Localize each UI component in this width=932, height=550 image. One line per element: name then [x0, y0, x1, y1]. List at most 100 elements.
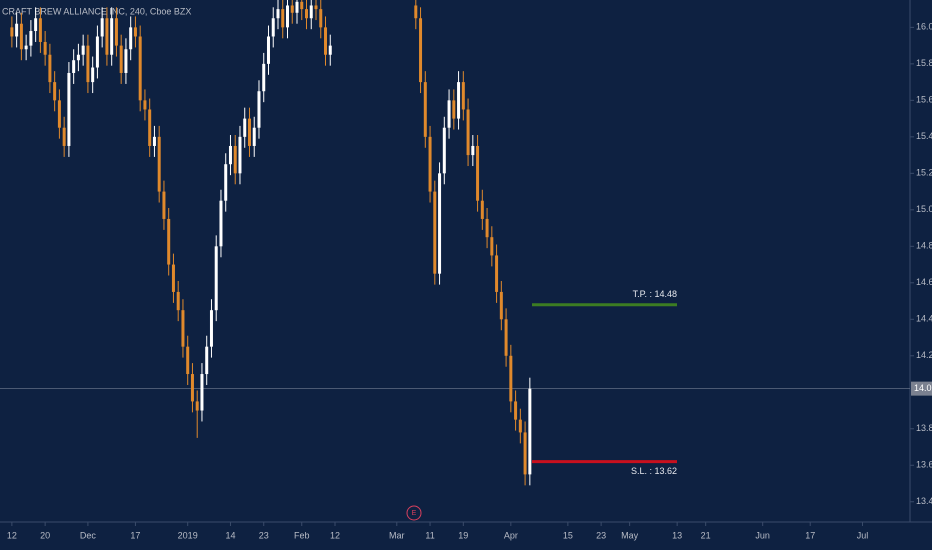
candle-body: [200, 374, 204, 411]
x-tick-label: Apr: [504, 530, 518, 540]
level-label: T.P. : 14.48: [633, 289, 677, 299]
candle-body: [305, 9, 309, 19]
candle-body: [24, 45, 28, 50]
candle-body: [34, 18, 38, 32]
candle-body: [252, 127, 256, 146]
x-tick-label: 14: [225, 530, 235, 540]
x-tick-label: 12: [7, 530, 17, 540]
candle-body: [414, 5, 418, 19]
x-tick-label: 21: [701, 530, 711, 540]
candle-body: [176, 291, 180, 311]
candle-body: [100, 18, 104, 37]
candle-body: [514, 401, 518, 420]
event-marker-label: E: [412, 510, 417, 517]
x-tick-label: May: [621, 530, 639, 540]
candle-body: [319, 9, 323, 28]
candle-body: [133, 27, 137, 37]
candle-body: [523, 432, 527, 475]
candle-body: [19, 23, 23, 50]
candle-body: [247, 118, 251, 146]
candle-body: [466, 109, 470, 156]
y-tick-label: 14.40: [916, 314, 932, 324]
candle-body: [43, 41, 47, 55]
candle-body: [72, 60, 76, 73]
candle-body: [309, 5, 313, 19]
candle-body: [157, 136, 161, 192]
candle-body: [290, 5, 294, 13]
candle-body: [452, 100, 456, 119]
candle-body: [457, 82, 461, 119]
x-tick-label: 17: [805, 530, 815, 540]
candle-body: [285, 5, 289, 28]
candle-body: [29, 31, 33, 46]
candle-body: [423, 82, 427, 137]
candle-body: [224, 164, 228, 201]
candle-body: [476, 145, 480, 201]
x-tick-label: Jul: [857, 530, 869, 540]
candle-body: [433, 191, 437, 274]
candle-body: [480, 200, 484, 219]
y-tick-label: 14.80: [916, 241, 932, 251]
candle-body: [95, 36, 99, 68]
x-tick-label: Feb: [294, 530, 310, 540]
candle-body: [518, 419, 522, 433]
candle-body: [10, 27, 14, 37]
candle-body: [495, 255, 499, 292]
candle-body: [48, 54, 52, 83]
candle-body: [314, 5, 318, 10]
x-tick-label: Mar: [389, 530, 405, 540]
x-tick-label: 13: [672, 530, 682, 540]
candle-body: [167, 218, 171, 265]
x-tick-label: 23: [596, 530, 606, 540]
x-tick-label: 11: [425, 530, 434, 540]
x-tick-label: 17: [130, 530, 140, 540]
candle-body: [110, 18, 114, 55]
candle-body: [300, 1, 304, 10]
candle-body: [281, 9, 285, 28]
candle-body: [209, 310, 213, 347]
y-tick-label: 15.80: [916, 58, 932, 68]
y-tick-label: 14.20: [916, 350, 932, 360]
x-tick-label: 15: [563, 530, 573, 540]
candle-body: [471, 145, 475, 156]
x-tick-label: 2019: [178, 530, 198, 540]
candle-body: [219, 200, 223, 247]
last-price-label: 14.02: [914, 383, 932, 393]
candle-body: [186, 346, 190, 375]
y-tick-label: 15.40: [916, 131, 932, 141]
candle-body: [91, 67, 95, 83]
candle-body: [324, 27, 328, 55]
x-tick-label: Jun: [755, 530, 770, 540]
last-price-box: [911, 381, 932, 396]
y-tick-label: 15.20: [916, 168, 932, 178]
candle-body: [81, 45, 85, 55]
candle-body: [499, 291, 503, 320]
candle-body: [15, 23, 19, 37]
candle-body: [162, 191, 166, 219]
candle-body: [86, 45, 90, 83]
candle-body: [214, 246, 218, 311]
candle-body: [124, 49, 128, 73]
y-tick-label: 16.00: [916, 22, 932, 32]
candle-body: [228, 145, 232, 165]
candle-body: [262, 63, 266, 92]
y-tick-label: 15.60: [916, 95, 932, 105]
candle-body: [257, 91, 261, 128]
x-tick-label: 23: [259, 530, 269, 540]
candle-body: [442, 127, 446, 174]
candle-body: [171, 264, 175, 292]
candle-body: [181, 310, 185, 347]
candle-body: [62, 127, 66, 146]
candle-body: [238, 136, 242, 174]
candle-body: [461, 82, 465, 110]
candle-body: [509, 355, 513, 402]
candle-body: [138, 36, 142, 101]
chart-title: CRAFT BREW ALLIANCE INC, 240, Cboe BZX: [2, 6, 191, 16]
y-tick-label: 13.60: [916, 460, 932, 470]
candle-body: [53, 82, 57, 101]
y-tick-label: 13.40: [916, 496, 932, 506]
candle-body: [205, 346, 209, 375]
y-tick-label: 14.60: [916, 277, 932, 287]
